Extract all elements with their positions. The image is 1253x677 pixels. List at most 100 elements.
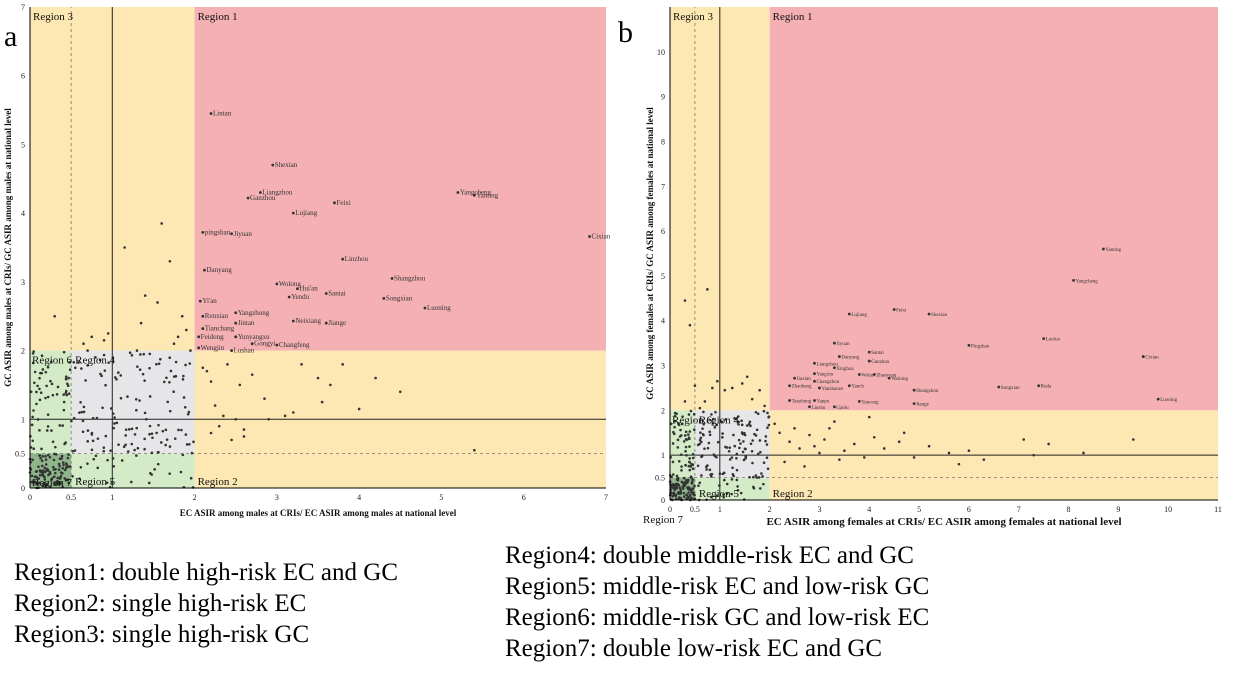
data-point bbox=[57, 462, 61, 466]
data-point bbox=[101, 406, 104, 410]
data-point bbox=[165, 438, 169, 441]
data-point bbox=[723, 388, 727, 392]
labeled-point bbox=[927, 312, 931, 316]
labeled-point bbox=[382, 296, 386, 300]
y-axis-title: GC ASIR among males at CRIs/ GC ASIR amo… bbox=[3, 108, 13, 387]
data-point bbox=[677, 422, 680, 425]
data-point bbox=[724, 445, 727, 449]
data-point bbox=[793, 426, 796, 430]
data-point bbox=[111, 356, 115, 360]
data-point bbox=[86, 462, 89, 465]
data-point bbox=[730, 478, 734, 481]
data-point bbox=[168, 409, 172, 413]
point-label: Tanzhong bbox=[792, 400, 812, 405]
data-point bbox=[242, 428, 246, 431]
x-tick-label: 9 bbox=[1116, 505, 1120, 514]
data-point bbox=[671, 442, 675, 445]
data-point bbox=[678, 486, 682, 490]
data-point bbox=[183, 405, 187, 409]
data-point bbox=[33, 480, 37, 484]
data-point bbox=[63, 442, 66, 446]
data-point bbox=[675, 474, 679, 478]
data-point bbox=[81, 430, 85, 434]
data-point bbox=[126, 450, 130, 453]
data-point bbox=[767, 415, 770, 419]
labeled-point bbox=[588, 235, 591, 238]
data-point bbox=[112, 465, 116, 468]
data-point bbox=[748, 475, 751, 479]
data-point bbox=[64, 377, 68, 381]
data-point bbox=[751, 439, 754, 442]
labeled-point bbox=[847, 384, 851, 388]
data-point bbox=[316, 376, 320, 380]
data-point bbox=[186, 412, 190, 416]
data-point bbox=[106, 458, 109, 462]
data-point bbox=[46, 395, 50, 399]
data-point bbox=[813, 444, 816, 448]
data-point bbox=[680, 480, 684, 484]
data-point bbox=[55, 393, 59, 396]
region-label-r4: Region 4 bbox=[699, 414, 740, 426]
data-point bbox=[96, 466, 100, 470]
data-point bbox=[691, 456, 695, 460]
labeled-point bbox=[997, 385, 1001, 389]
data-point bbox=[739, 491, 743, 495]
data-point bbox=[740, 423, 744, 427]
data-point bbox=[105, 481, 109, 484]
data-point bbox=[320, 400, 324, 404]
legend-region1: Region1: double high-risk EC and GC bbox=[14, 559, 398, 586]
labeled-point bbox=[912, 388, 916, 392]
data-point bbox=[750, 449, 754, 453]
labeled-point bbox=[201, 314, 205, 318]
data-point bbox=[688, 493, 692, 497]
point-label: Yunyangxu bbox=[238, 333, 270, 341]
data-point bbox=[691, 492, 695, 495]
data-point bbox=[823, 438, 826, 441]
data-point bbox=[39, 371, 42, 375]
data-point bbox=[151, 436, 154, 440]
point-label: Cixian bbox=[592, 233, 611, 241]
data-point bbox=[828, 426, 831, 430]
y-tick-label: 5 bbox=[661, 272, 665, 281]
data-point bbox=[862, 456, 866, 459]
data-point bbox=[31, 439, 35, 443]
data-point bbox=[44, 458, 48, 461]
labeled-point bbox=[234, 311, 238, 315]
data-point bbox=[64, 391, 68, 395]
data-point bbox=[688, 323, 692, 327]
data-point bbox=[94, 356, 97, 359]
data-point bbox=[46, 453, 50, 457]
data-point bbox=[78, 477, 81, 480]
data-point bbox=[720, 420, 724, 423]
y-tick-label: 1 bbox=[21, 415, 25, 424]
point-label: Yangcheng bbox=[1076, 279, 1099, 284]
data-point bbox=[39, 457, 42, 460]
data-point bbox=[686, 479, 690, 482]
data-point bbox=[747, 422, 751, 426]
data-point bbox=[66, 384, 70, 388]
data-point bbox=[677, 492, 681, 495]
point-label: Yanch bbox=[851, 385, 864, 390]
data-point bbox=[135, 454, 138, 457]
data-point bbox=[172, 342, 176, 346]
data-point bbox=[882, 447, 886, 450]
data-point bbox=[736, 415, 740, 418]
data-point bbox=[702, 410, 705, 414]
data-point bbox=[691, 452, 695, 456]
data-point bbox=[872, 435, 876, 439]
point-label: Feixi bbox=[336, 199, 350, 207]
data-point bbox=[736, 489, 740, 492]
data-point bbox=[741, 450, 745, 454]
labeled-point bbox=[867, 350, 871, 354]
data-point bbox=[737, 423, 740, 426]
data-point bbox=[156, 301, 159, 304]
data-point bbox=[56, 385, 60, 389]
data-point bbox=[49, 360, 53, 364]
point-label: Ruda bbox=[1041, 385, 1052, 390]
region5-area bbox=[694, 477, 770, 500]
data-point bbox=[50, 382, 54, 386]
data-point bbox=[62, 350, 66, 354]
x-tick-label: 6 bbox=[967, 505, 971, 514]
data-point bbox=[749, 442, 753, 446]
data-point bbox=[57, 468, 61, 471]
